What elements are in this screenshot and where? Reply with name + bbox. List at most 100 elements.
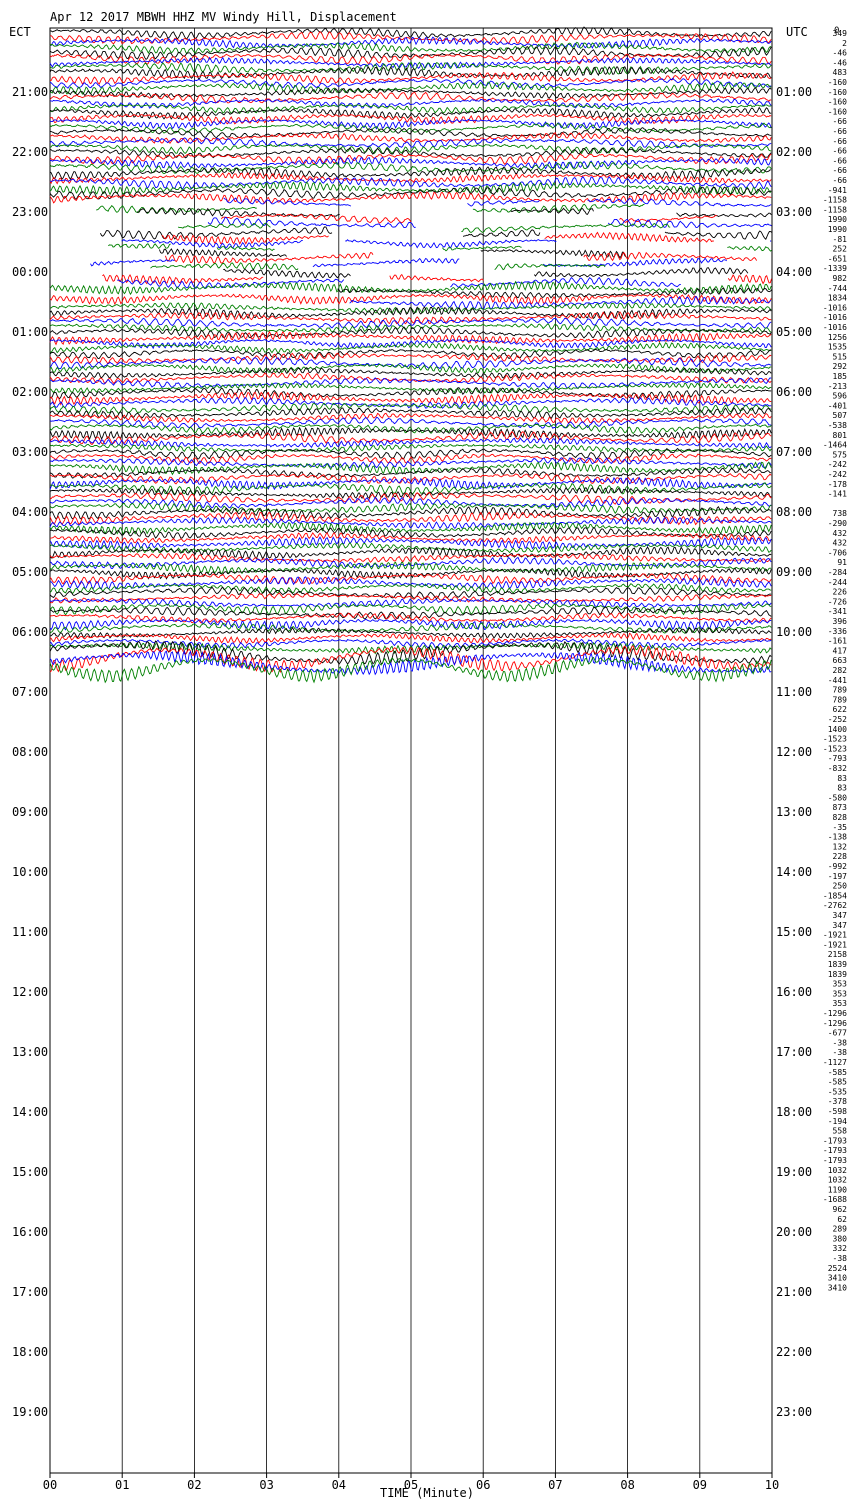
trace-offset: -252 <box>828 715 847 724</box>
trace-line <box>49 453 772 465</box>
trace-offset: 1400 <box>828 725 847 734</box>
trace-offset: -1523 <box>823 744 847 753</box>
left-hour-label: 15:00 <box>12 1165 48 1179</box>
trace-offset: 596 <box>833 392 848 401</box>
trace-offset: 132 <box>833 842 848 851</box>
trace-offset: 83 <box>837 774 847 783</box>
right-hour-label: 04:00 <box>776 265 812 279</box>
trace-line <box>49 330 772 346</box>
trace-offset: -161 <box>828 637 847 646</box>
trace-offset: -1793 <box>823 1136 847 1145</box>
trace-line <box>49 153 772 166</box>
trace-offset: 347 <box>833 921 848 930</box>
trace-line <box>90 259 175 267</box>
trace-offset: -941 <box>828 186 847 195</box>
left-hour-label: 05:00 <box>12 565 48 579</box>
right-hour-label: 06:00 <box>776 385 812 399</box>
left-hour-label: 01:00 <box>12 325 48 339</box>
left-hour-labels: 21:00 22:00 23:00 00:00 01:00 02:00 03:00 04:00… <box>12 85 48 1419</box>
trace-line <box>49 132 772 144</box>
left-hour-label: 02:00 <box>12 385 48 399</box>
trace-offset: 91 <box>837 558 847 567</box>
right-hour-label: 02:00 <box>776 145 812 159</box>
trace-line <box>49 186 772 200</box>
right-hour-label: 22:00 <box>776 1345 812 1359</box>
trace-offset: 483 <box>833 68 848 77</box>
trace-line <box>49 486 772 499</box>
trace-offset: -38 <box>833 1038 848 1047</box>
right-hour-label: 18:00 <box>776 1105 812 1119</box>
trace-line <box>49 41 772 55</box>
trace-offset: 228 <box>833 852 848 861</box>
trace-offset: 292 <box>833 362 848 371</box>
trace-line <box>49 640 772 665</box>
trace-offset: -726 <box>828 597 847 606</box>
left-hour-label: 17:00 <box>12 1285 48 1299</box>
trace-offset: -244 <box>828 578 847 587</box>
trace-line <box>49 122 772 134</box>
trace-line <box>49 516 772 530</box>
left-hour-label: 16:00 <box>12 1225 48 1239</box>
trace-offset: 432 <box>833 539 848 548</box>
trace-offset: 962 <box>833 1205 848 1214</box>
trace-offset: -1339 <box>823 264 847 273</box>
trace-offset: 789 <box>833 695 848 704</box>
trace-offset: -1523 <box>823 735 847 744</box>
trace-line <box>49 412 772 424</box>
trace-line <box>49 447 772 460</box>
trace-offset: 432 <box>833 529 848 538</box>
trace-line <box>544 231 714 243</box>
top-right-scale: 0 <box>834 26 839 36</box>
trace-offset: 353 <box>833 980 848 989</box>
trace-line <box>121 238 303 249</box>
right-hour-labels: 01:00 02:00 03:00 04:00 05:00 06:00 07:00 08:00… <box>776 85 812 1419</box>
trace-line <box>607 218 772 229</box>
trace-line <box>49 166 772 181</box>
trace-offset: -284 <box>828 568 847 577</box>
trace-offset: -1016 <box>823 313 847 322</box>
trace-line <box>49 632 772 644</box>
trace-line <box>49 603 772 616</box>
trace-line <box>150 262 299 271</box>
trace-line <box>49 567 772 580</box>
trace-offset: -160 <box>828 98 847 107</box>
trace-offset: 417 <box>833 646 848 655</box>
trace-line <box>136 207 340 218</box>
left-hour-label: 00:00 <box>12 265 48 279</box>
right-hour-label: 05:00 <box>776 325 812 339</box>
trace-offset: -66 <box>833 147 848 156</box>
trace-line <box>442 245 522 252</box>
trace-line <box>49 118 772 130</box>
trace-offset: 515 <box>833 352 848 361</box>
trace-line <box>49 53 772 65</box>
trace-line <box>49 592 772 604</box>
trace-offset: -336 <box>828 627 847 636</box>
trace-offset: -580 <box>828 793 847 802</box>
trace-line <box>220 213 412 224</box>
trace-offset: 1839 <box>828 960 847 969</box>
trace-line <box>727 274 772 285</box>
trace-offset: -35 <box>833 823 848 832</box>
trace-offset: 2 <box>842 39 847 48</box>
trace-offset: -535 <box>828 1087 847 1096</box>
trace-line <box>49 502 772 514</box>
trace-offset: -160 <box>828 107 847 116</box>
trace-offset: 1990 <box>828 225 847 234</box>
right-hour-label: 07:00 <box>776 445 812 459</box>
x-tick-label: 04 <box>332 1478 346 1492</box>
trace-offset: -1296 <box>823 1019 847 1028</box>
trace-offset: -744 <box>828 284 847 293</box>
trace-line <box>49 426 772 441</box>
left-hour-label: 14:00 <box>12 1105 48 1119</box>
trace-offset: -141 <box>828 490 847 499</box>
trace-offset: -441 <box>828 676 847 685</box>
trace-offset: -832 <box>828 764 847 773</box>
right-zone-label: UTC <box>786 25 808 39</box>
trace-line <box>49 342 772 354</box>
trace-line <box>49 127 772 139</box>
chart-title: Apr 12 2017 MBWH HHZ MV Windy Hill, Disp… <box>50 10 397 24</box>
trace-line <box>102 273 264 285</box>
trace-offset: -66 <box>833 156 848 165</box>
right-hour-label: 09:00 <box>776 565 812 579</box>
trace-offset: -242 <box>828 470 847 479</box>
